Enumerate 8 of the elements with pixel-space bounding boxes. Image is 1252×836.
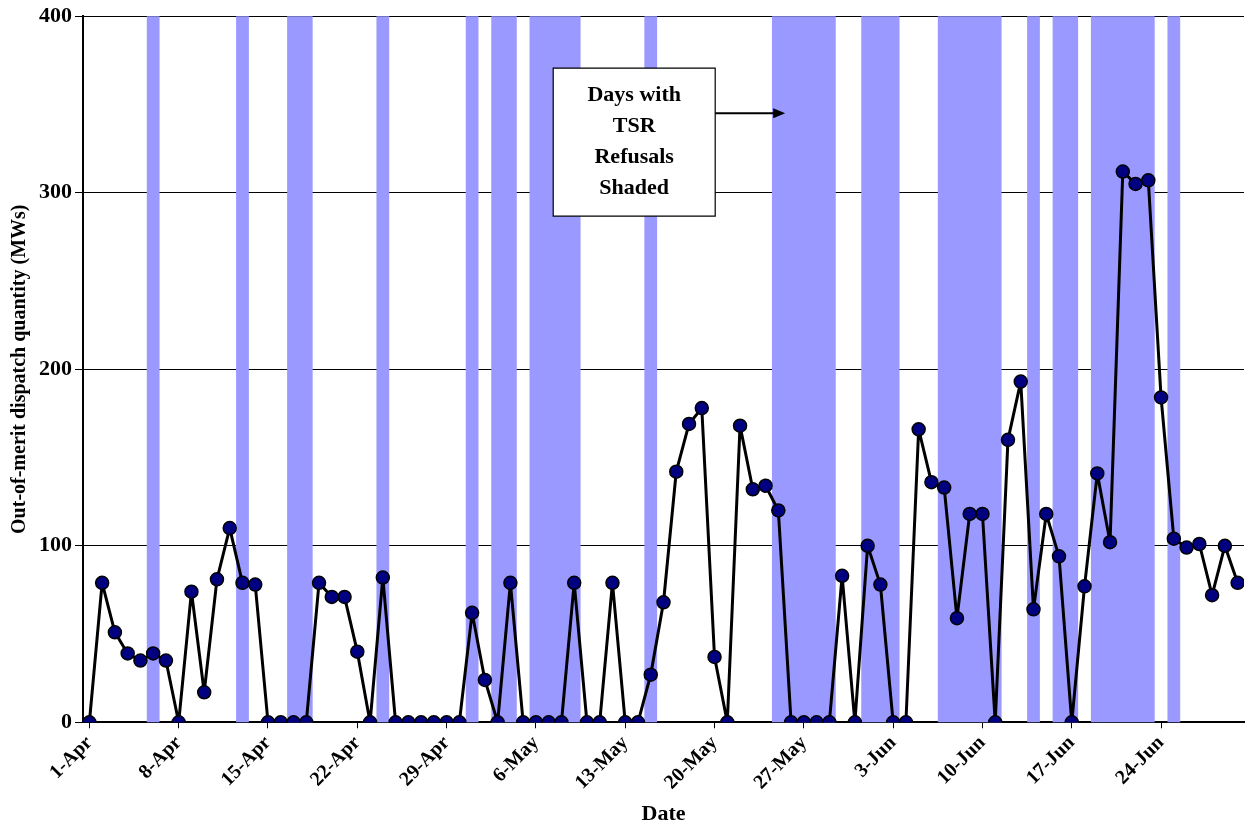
y-tick-label: 0 xyxy=(61,707,72,733)
y-tick-label: 100 xyxy=(39,531,72,557)
y-tick-label: 400 xyxy=(39,1,72,27)
annotation: Days with TSR Refusals Shaded xyxy=(587,81,681,200)
y-axis-title: Out-of-merit dispatch quantity (MWs) xyxy=(7,204,31,534)
y-tick-label: 300 xyxy=(39,178,72,204)
x-axis-title: Date xyxy=(641,800,686,826)
y-tick-label: 200 xyxy=(39,354,72,380)
